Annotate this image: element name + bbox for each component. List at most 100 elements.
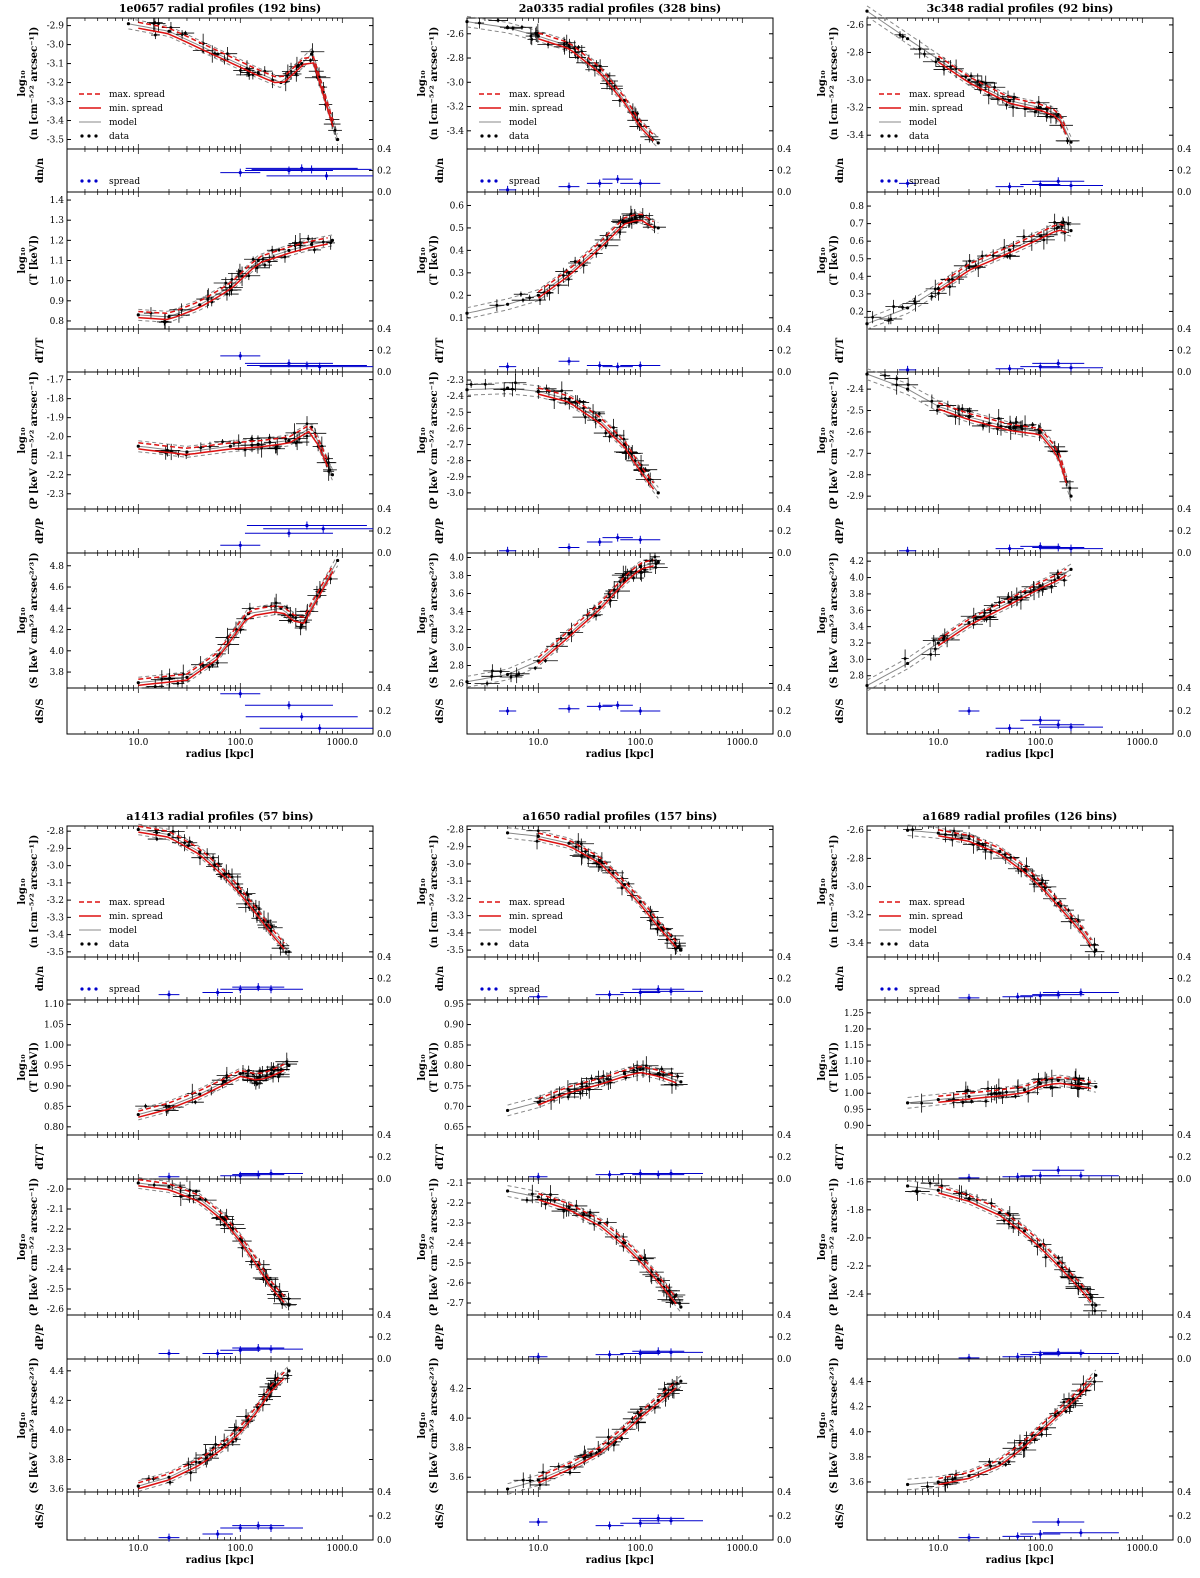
y-tick-label: -1.9 xyxy=(47,414,65,424)
spread-point xyxy=(598,181,602,185)
data-point xyxy=(883,374,887,377)
data-point xyxy=(505,26,510,30)
data-point xyxy=(243,448,247,452)
legend-label: max. spread xyxy=(509,898,565,908)
frac-axis-label: dS/S xyxy=(835,698,846,723)
min-spread-curve xyxy=(537,565,654,665)
min-spread-curve xyxy=(937,229,1067,292)
model-curve xyxy=(866,574,1072,692)
y-tick-label: -2.3 xyxy=(47,490,65,500)
min-spread-curve xyxy=(138,571,334,687)
data-point xyxy=(562,42,566,46)
max-spread-curve xyxy=(937,568,1067,641)
legend-swatch xyxy=(480,179,484,183)
panel-title: a1650 radial profiles (157 bins) xyxy=(523,810,718,823)
model-curve xyxy=(466,556,659,677)
frac-tick-label: 0.4 xyxy=(1177,145,1192,155)
legend-label: max. spread xyxy=(509,90,565,100)
data-point xyxy=(622,578,627,582)
data-point xyxy=(273,1293,277,1296)
max-spread-curve xyxy=(138,1178,285,1297)
data-point xyxy=(622,883,627,887)
x-tick-label: 1000.0 xyxy=(327,738,359,748)
data-point xyxy=(903,657,907,660)
data-point xyxy=(336,137,340,142)
max-spread-curve xyxy=(537,213,654,293)
data-point xyxy=(1038,234,1042,238)
frac-axis-label: dP/P xyxy=(35,518,46,544)
y-tick-label: 0.8 xyxy=(50,317,65,327)
main-axes-frame xyxy=(866,191,1174,330)
y-tick-label: 4.4 xyxy=(50,1367,65,1377)
x-tick-label: 1000.0 xyxy=(727,738,759,748)
data-point xyxy=(536,659,540,663)
data-point xyxy=(1007,600,1012,604)
data-point xyxy=(1011,105,1015,109)
data-point xyxy=(536,829,540,833)
data-point xyxy=(517,672,521,676)
frac-tick-label: 0.0 xyxy=(377,1355,392,1365)
data-point xyxy=(216,52,220,56)
y-tick-label: 2.8 xyxy=(450,662,465,672)
data-point xyxy=(598,65,602,68)
data-point xyxy=(188,1194,191,1198)
model-curve xyxy=(128,18,339,135)
frac-axis-label: dn/n xyxy=(35,157,46,183)
frac-tick-label: 0.0 xyxy=(777,368,792,378)
y-tick-label: 3.4 xyxy=(450,608,465,618)
y-tick-label: 1.3 xyxy=(50,216,65,226)
y-tick-label: 3.8 xyxy=(450,572,465,582)
data-point xyxy=(502,388,506,392)
y-tick-label: 4.2 xyxy=(50,626,64,636)
legend-swatch xyxy=(80,134,84,138)
y-tick-label: 0.3 xyxy=(450,269,465,279)
y-axis-label-log: log₁₀ xyxy=(17,70,28,97)
y-tick-label: -2.4 xyxy=(447,392,465,402)
data-point xyxy=(978,83,981,87)
legend-label: max. spread xyxy=(109,90,165,100)
spread-point xyxy=(216,1532,220,1536)
legend-swatch xyxy=(494,942,498,946)
model-curve xyxy=(138,1070,290,1121)
y-tick-label: -2.9 xyxy=(447,843,465,853)
frac-axis-label: dT/T xyxy=(435,1144,446,1170)
legend-label: min. spread xyxy=(909,104,963,114)
data-point xyxy=(598,858,602,863)
spread-point xyxy=(616,703,620,707)
data-point xyxy=(244,902,248,906)
frac-tick-label: 0.4 xyxy=(377,684,392,694)
legend-label: model xyxy=(109,926,137,936)
legend-swatch xyxy=(480,987,484,991)
data-point xyxy=(309,242,314,246)
legend-label: spread xyxy=(509,177,540,187)
y-tick-label: 0.80 xyxy=(44,1123,64,1133)
model-curve xyxy=(128,28,339,145)
frac-axis-label: dS/S xyxy=(35,1503,46,1528)
panel-title: 3c348 radial profiles (92 bins) xyxy=(927,2,1114,15)
data-point xyxy=(538,298,542,302)
data-point xyxy=(257,907,261,911)
data-point xyxy=(247,1069,251,1072)
legend-swatch xyxy=(494,987,498,991)
y-tick-label: 4.0 xyxy=(850,574,865,584)
data-point xyxy=(1038,430,1042,434)
data-point xyxy=(277,248,281,252)
data-point xyxy=(887,318,891,322)
data-point xyxy=(1069,494,1073,498)
data-point xyxy=(263,69,267,73)
data-point xyxy=(288,613,292,617)
data-point xyxy=(184,31,187,35)
data-point xyxy=(612,426,615,429)
data-point xyxy=(186,844,190,848)
data-point xyxy=(198,1460,202,1465)
data-point xyxy=(239,69,242,72)
data-point xyxy=(236,882,240,886)
data-point xyxy=(604,431,608,435)
data-point xyxy=(233,1428,236,1432)
y-axis-label-log: log₁₀ xyxy=(817,427,828,454)
data-point xyxy=(960,407,964,411)
spread-point xyxy=(287,703,291,707)
data-point xyxy=(546,43,550,46)
data-point xyxy=(1042,238,1046,242)
frac-tick-label: 0.0 xyxy=(377,730,392,740)
